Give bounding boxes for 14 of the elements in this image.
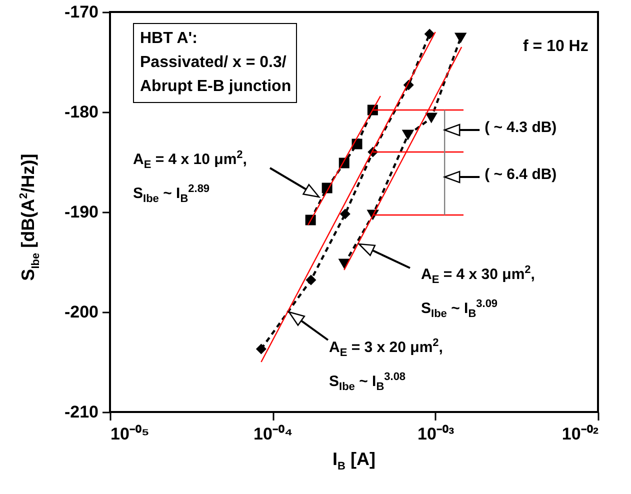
annotation: f = 10 Hz [523, 37, 588, 56]
x-tick-label: 10⁻⁰⁴ [254, 424, 293, 444]
x-axis-title: I$_{B}$ [A] [332, 449, 376, 475]
y-tick-label: -180 [64, 102, 98, 122]
x-tick-label: 10⁻⁰³ [418, 424, 454, 444]
y-tick-label: -170 [64, 2, 98, 22]
y-tick-label: -210 [64, 402, 98, 422]
y-tick-label: -200 [64, 302, 98, 322]
y-tick-label: -190 [64, 202, 98, 222]
x-tick-label: 10⁻⁰⁵ [110, 424, 150, 444]
annotation: ( ~ 4.3 dB) [484, 118, 557, 137]
annotation: ( ~ 6.4 dB) [484, 165, 557, 184]
x-tick-label: 10⁻⁰² [562, 424, 599, 444]
annotation: HBT A': Passivated/ x = 0.3/ Abrupt E-B junction [133, 23, 298, 103]
